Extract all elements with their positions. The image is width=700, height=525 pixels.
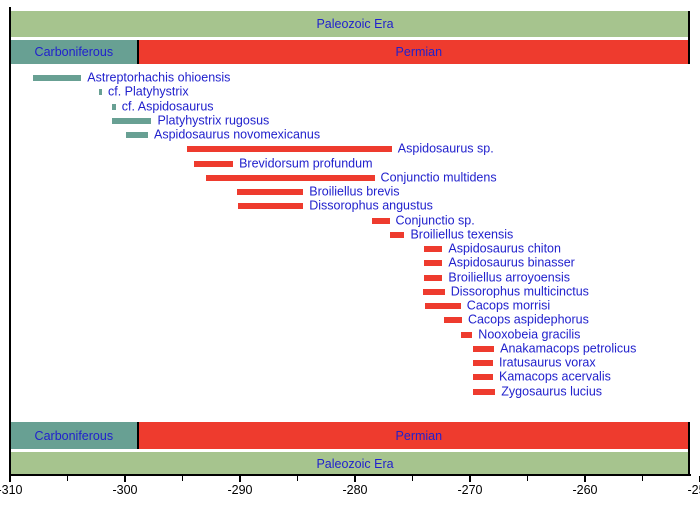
axis-minor-tick <box>181 476 184 481</box>
taxon-label[interactable]: Aspidosaurus novomexicanus <box>154 127 321 142</box>
period-top-carboniferous-label[interactable]: Carboniferous <box>34 45 114 59</box>
taxon-label[interactable]: Zygosaurus lucius <box>501 384 603 398</box>
taxon-range-bar <box>473 374 493 381</box>
taxon-range-bar <box>112 117 152 124</box>
y-axis-line <box>9 7 11 476</box>
taxon-label[interactable]: Cacops morrisi <box>466 298 551 313</box>
taxon-label[interactable]: Brevidorsum profundum <box>239 156 373 170</box>
axis-tick-label: -280 <box>342 483 368 497</box>
axis-minor-tick <box>526 476 529 481</box>
taxon-label[interactable]: Kamacops acervalis <box>499 369 611 384</box>
taxon-label[interactable]: Broiliellus arroyoensis <box>448 270 570 284</box>
period-top-carboniferous-band <box>10 40 138 64</box>
axis-major-tick <box>584 476 586 482</box>
period-top-permian-band <box>137 40 690 64</box>
axis-major-tick <box>239 476 241 482</box>
period-bottom-permian-band <box>137 422 690 449</box>
period-boundary-line-bottom <box>136 422 139 449</box>
taxon-range-bar <box>424 246 443 252</box>
taxon-range-bar <box>112 103 116 110</box>
axis-tick-label: -310 <box>0 483 23 497</box>
taxon-label[interactable]: Nooxobeia gracilis <box>478 327 581 341</box>
taxon-label[interactable]: Broiliellus texensis <box>410 227 514 242</box>
taxon-range-bar <box>389 231 405 238</box>
taxon-label[interactable]: Cacops aspidephorus <box>467 312 589 327</box>
taxon-label[interactable]: Dissorophus multicinctus <box>450 284 589 299</box>
period-bottom-carboniferous-label[interactable]: Carboniferous <box>34 428 114 443</box>
taxon-range-bar <box>473 388 496 395</box>
era-top-label[interactable]: Paleozoic Era <box>316 17 394 31</box>
taxon-range-bar <box>372 217 390 224</box>
taxon-label[interactable]: Astreptorhachis ohioensis <box>87 70 231 85</box>
period-boundary-line-top <box>136 40 139 64</box>
taxon-range-bar <box>194 160 234 167</box>
period-bottom-carboniferous-band <box>10 422 138 449</box>
taxon-label[interactable]: Dissorophus angustus <box>309 198 433 213</box>
axis-tick-label: -290 <box>227 483 253 497</box>
axis-tick-label: -300 <box>112 483 138 497</box>
era-bottom-band <box>10 452 690 475</box>
taxon-label[interactable]: Aspidosaurus binasser <box>448 255 575 270</box>
taxon-label[interactable]: cf. Platyhystrix <box>108 84 189 99</box>
taxon-label[interactable]: Platyhystrix rugosus <box>157 113 270 128</box>
taxon-range-bar <box>126 132 148 138</box>
taxon-range-bar <box>460 331 473 338</box>
plot-right-border-bottom <box>688 422 690 475</box>
taxon-range-bar <box>443 317 462 324</box>
axis-minor-tick <box>641 476 644 481</box>
taxon-range-bar <box>187 146 392 153</box>
taxon-range-bar <box>424 274 443 281</box>
taxon-label[interactable]: Aspidosaurus chiton <box>448 241 561 256</box>
x-axis-line <box>9 474 691 476</box>
taxon-label[interactable]: Conjunctio multidens <box>380 170 497 185</box>
taxon-range-bar <box>425 303 461 309</box>
era-top-band <box>10 11 690 37</box>
axis-tick-label: -270 <box>457 483 483 497</box>
taxon-label[interactable]: Anakamacops petrolicus <box>500 341 637 356</box>
axis-major-tick <box>9 476 11 482</box>
taxon-label[interactable]: cf. Aspidosaurus <box>121 99 214 113</box>
taxon-range-bar <box>205 174 375 181</box>
taxon-range-bar <box>473 360 493 366</box>
taxon-label[interactable]: Aspidosaurus sp. <box>397 141 494 156</box>
period-top-permian-label[interactable]: Permian <box>395 45 443 59</box>
plot-right-border-top <box>688 11 690 64</box>
axis-major-tick <box>354 476 356 482</box>
axis-tick-label: -260 <box>572 483 598 497</box>
taxon-range-bar <box>98 89 102 96</box>
era-bottom-label[interactable]: Paleozoic Era <box>316 456 394 471</box>
axis-tick-label: -250 <box>687 483 700 497</box>
axis-minor-tick <box>66 476 69 481</box>
taxon-label[interactable]: Conjunctio sp. <box>395 213 475 227</box>
period-bottom-permian-label[interactable]: Permian <box>395 428 443 443</box>
taxon-range-bar <box>424 260 443 267</box>
taxon-range-bar <box>237 203 304 210</box>
axis-minor-tick <box>411 476 414 481</box>
axis-minor-tick <box>296 476 299 481</box>
taxon-range-bar <box>236 189 304 195</box>
taxon-range-bar <box>473 345 495 352</box>
taxon-label[interactable]: Iratusaurus vorax <box>499 355 596 370</box>
taxon-range-bar <box>422 288 445 295</box>
taxon-range-bar <box>33 75 82 81</box>
axis-major-tick <box>469 476 471 482</box>
taxon-label[interactable]: Broiliellus brevis <box>309 184 400 199</box>
axis-major-tick <box>124 476 126 482</box>
